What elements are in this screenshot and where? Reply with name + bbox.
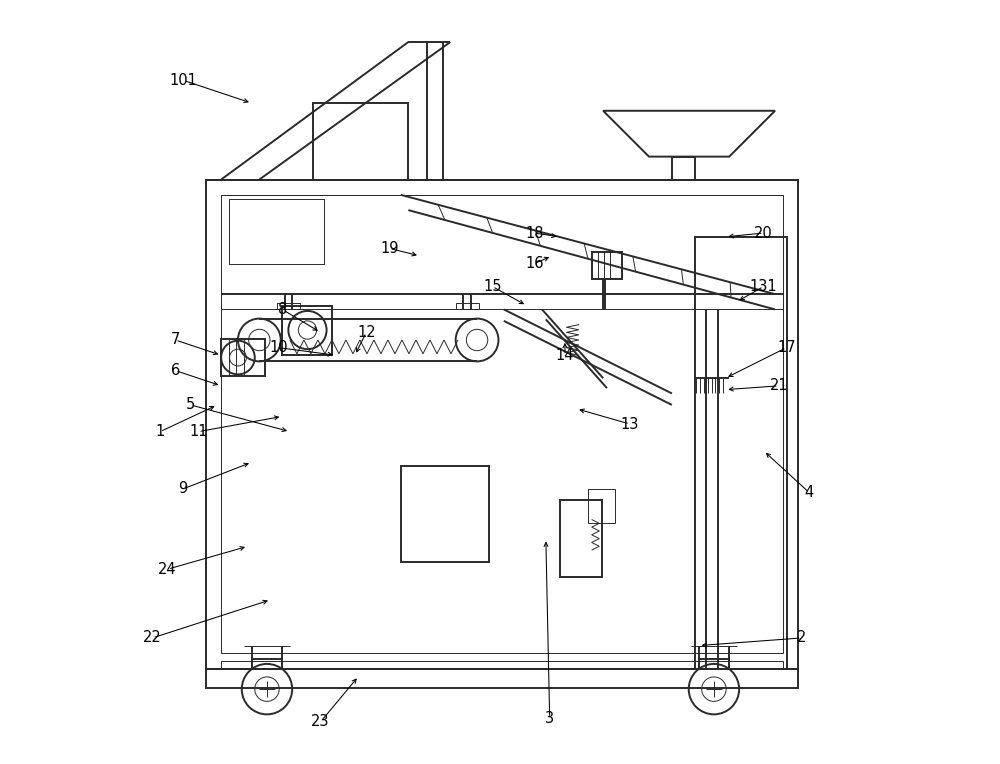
Text: 101: 101: [169, 73, 197, 88]
Text: 1: 1: [155, 424, 165, 439]
Text: 13: 13: [621, 416, 639, 432]
Bar: [401, 466, 489, 562]
Text: 19: 19: [380, 241, 398, 256]
Bar: [252, 659, 282, 668]
Text: 4: 4: [805, 485, 814, 500]
Bar: [229, 199, 324, 264]
Text: 15: 15: [483, 279, 502, 294]
Bar: [560, 500, 602, 577]
Text: 16: 16: [525, 256, 544, 271]
Text: 131: 131: [750, 279, 777, 294]
Text: 18: 18: [525, 225, 544, 241]
Text: 11: 11: [189, 424, 207, 439]
Text: 14: 14: [556, 348, 574, 363]
Text: 22: 22: [143, 630, 162, 646]
Bar: [206, 668, 798, 688]
Bar: [695, 237, 786, 668]
Text: 20: 20: [754, 225, 773, 241]
Text: 21: 21: [770, 378, 788, 393]
Bar: [313, 103, 408, 180]
Bar: [282, 306, 332, 355]
Text: 2: 2: [797, 630, 806, 646]
Text: 3: 3: [545, 711, 554, 726]
Bar: [206, 180, 798, 668]
Text: 5: 5: [186, 397, 195, 413]
Text: 7: 7: [171, 332, 180, 348]
Bar: [456, 303, 479, 309]
Bar: [699, 659, 729, 668]
Text: 8: 8: [278, 302, 287, 317]
Bar: [221, 195, 783, 653]
Text: 12: 12: [357, 325, 376, 340]
Text: 9: 9: [178, 481, 188, 497]
Text: 10: 10: [269, 340, 288, 355]
Bar: [221, 661, 783, 668]
Text: 17: 17: [777, 340, 796, 355]
Bar: [221, 339, 265, 376]
Bar: [588, 489, 615, 523]
Text: 23: 23: [311, 714, 330, 730]
Bar: [672, 157, 695, 180]
Bar: [592, 252, 622, 279]
Text: 6: 6: [171, 363, 180, 378]
Bar: [277, 303, 300, 309]
Text: 24: 24: [158, 562, 177, 577]
